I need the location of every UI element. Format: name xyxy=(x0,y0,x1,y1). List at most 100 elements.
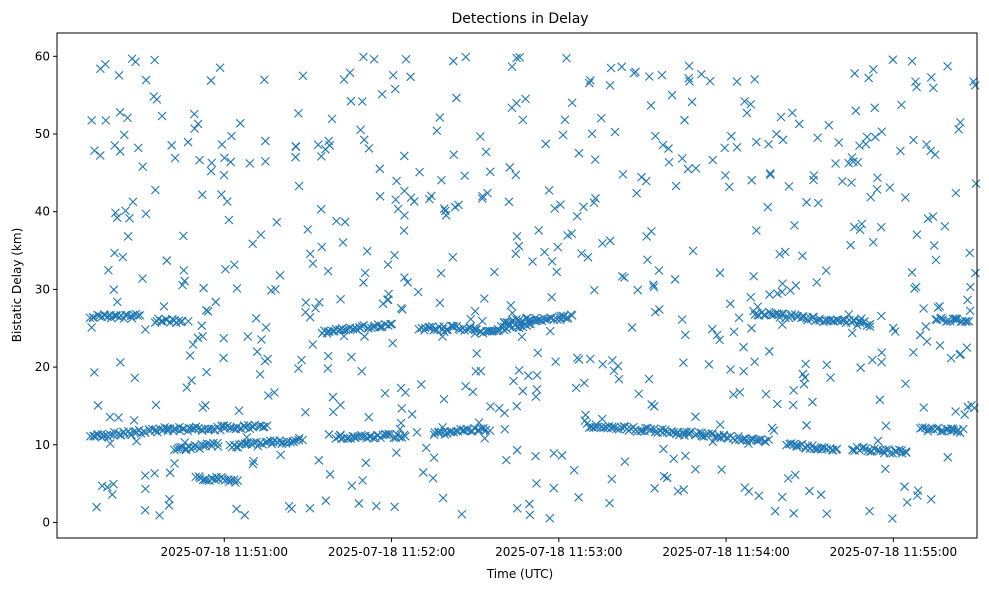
detection-marker xyxy=(747,175,757,185)
detection-marker xyxy=(955,350,965,360)
detection-marker xyxy=(764,139,773,149)
detection-marker xyxy=(324,136,334,146)
detection-marker xyxy=(90,146,99,156)
detection-marker xyxy=(605,80,615,90)
detection-marker xyxy=(541,315,550,324)
detection-marker xyxy=(844,310,854,319)
detection-marker xyxy=(789,385,799,395)
x-tick-label: 2025-07-18 11:54:00 xyxy=(662,545,789,559)
detection-marker xyxy=(791,281,801,290)
detection-marker xyxy=(524,499,534,509)
detection-marker xyxy=(691,412,700,422)
detection-marker xyxy=(448,252,458,262)
detection-marker xyxy=(359,52,368,62)
detection-marker xyxy=(958,424,968,434)
detection-marker xyxy=(865,319,875,329)
detection-marker xyxy=(822,509,832,519)
detection-marker xyxy=(294,108,303,118)
detection-marker xyxy=(170,153,180,163)
detection-marker xyxy=(198,403,208,412)
detection-marker xyxy=(133,143,143,153)
detection-marker xyxy=(521,94,530,104)
detection-marker xyxy=(583,252,593,262)
detection-marker xyxy=(301,407,310,417)
x-tick-label: 2025-07-18 11:55:00 xyxy=(830,545,957,559)
detection-marker xyxy=(837,176,847,186)
detection-marker xyxy=(235,118,245,128)
detection-marker xyxy=(812,278,822,287)
detection-marker xyxy=(657,70,667,80)
detection-marker xyxy=(210,475,220,485)
detection-marker xyxy=(523,371,533,381)
detection-marker xyxy=(749,271,759,281)
detection-marker xyxy=(515,52,525,62)
detection-marker xyxy=(808,312,818,322)
detection-marker xyxy=(540,247,549,257)
detection-marker xyxy=(877,357,886,367)
detection-marker xyxy=(778,135,788,145)
detection-marker xyxy=(923,214,933,224)
detection-marker xyxy=(798,251,807,261)
detection-marker xyxy=(918,423,927,432)
detection-marker xyxy=(338,238,348,247)
detection-marker xyxy=(327,114,337,124)
detection-marker xyxy=(646,101,656,110)
detection-marker xyxy=(128,197,138,207)
detection-marker xyxy=(130,373,140,383)
detection-marker xyxy=(109,479,118,489)
detection-marker xyxy=(449,150,459,160)
detection-marker xyxy=(878,446,888,456)
detection-marker xyxy=(93,401,103,410)
detection-marker xyxy=(226,157,236,167)
detection-marker xyxy=(169,424,179,434)
detection-marker xyxy=(775,249,785,259)
detection-marker xyxy=(572,211,582,221)
detection-marker xyxy=(609,366,619,376)
detection-marker xyxy=(684,428,694,438)
detection-marker xyxy=(620,457,630,466)
detection-marker xyxy=(721,170,730,180)
detection-marker xyxy=(868,65,878,74)
y-tick-label: 0 xyxy=(42,515,50,529)
detection-marker xyxy=(157,111,167,121)
detection-marker xyxy=(659,471,669,481)
detection-marker xyxy=(392,176,401,186)
detection-marker xyxy=(800,373,810,382)
detection-marker xyxy=(599,423,608,433)
detection-marker xyxy=(243,332,253,341)
detection-marker xyxy=(129,427,139,437)
detection-marker xyxy=(847,178,856,187)
detection-marker xyxy=(617,271,627,281)
detection-marker xyxy=(401,54,411,64)
detection-marker xyxy=(429,430,439,440)
detection-marker xyxy=(557,451,567,460)
detection-marker xyxy=(321,144,330,154)
detection-marker xyxy=(935,302,945,311)
detection-marker xyxy=(751,137,761,147)
detection-marker xyxy=(85,313,95,323)
detection-marker xyxy=(824,120,834,130)
detection-marker xyxy=(409,197,419,206)
detection-marker xyxy=(960,410,970,419)
detection-marker xyxy=(704,360,714,369)
detection-marker xyxy=(885,448,895,458)
detection-marker xyxy=(421,443,431,453)
detection-marker xyxy=(561,314,571,323)
detection-marker xyxy=(308,259,318,268)
detection-marker xyxy=(197,190,207,199)
detection-marker xyxy=(954,124,964,134)
detection-marker xyxy=(720,143,730,153)
detection-marker xyxy=(364,323,373,333)
detection-marker xyxy=(248,459,258,469)
detection-marker xyxy=(461,52,471,62)
detection-marker xyxy=(726,365,735,374)
detection-marker xyxy=(532,370,542,380)
detection-marker xyxy=(658,424,667,434)
detection-marker xyxy=(912,230,922,240)
detection-marker xyxy=(740,97,749,106)
detection-marker xyxy=(946,424,956,433)
detection-marker xyxy=(699,432,709,441)
detection-marker xyxy=(875,395,885,405)
detection-marker xyxy=(551,357,561,366)
detection-marker xyxy=(946,353,956,363)
